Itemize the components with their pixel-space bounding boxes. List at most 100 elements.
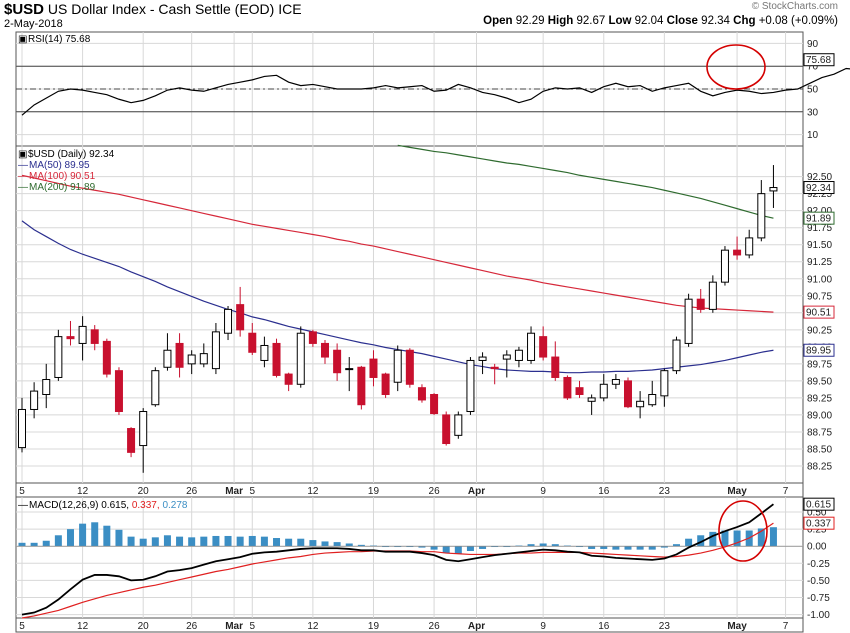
- chg-value: +0.08 (+0.09%): [758, 15, 838, 27]
- candle-body: [211, 331, 220, 370]
- macd-histogram-bar: [454, 546, 462, 554]
- candle-body: [248, 332, 257, 353]
- price-tick-label: 92.25: [807, 189, 832, 200]
- price-tick-label: 92.50: [807, 172, 832, 183]
- macd-histogram-bar: [30, 542, 38, 547]
- candle-body: [624, 380, 632, 408]
- ma-legend-swatch: —: [18, 171, 28, 182]
- macd-histogram-bar: [224, 535, 232, 547]
- low-value: 92.04: [634, 15, 664, 27]
- date-tick-label: Mar: [225, 486, 243, 497]
- date-tick-label: May: [727, 621, 747, 632]
- macd-histogram-bar: [212, 535, 220, 547]
- candle-body: [648, 393, 657, 406]
- rsi-annotation-circle: [706, 44, 766, 90]
- candle-body: [163, 349, 172, 368]
- ma-legend-0: MA(50) 89.95: [29, 160, 90, 171]
- candle-body: [66, 336, 75, 340]
- candle-body: [405, 349, 414, 385]
- date-tick-label: 5: [249, 486, 255, 497]
- candle-body: [357, 366, 366, 406]
- candle-body: [551, 356, 560, 378]
- rsi-legend-swatch: ▣: [18, 34, 27, 45]
- date-tick-label: 23: [659, 621, 671, 632]
- macd-line: [21, 503, 774, 616]
- macd-histogram-bar: [672, 544, 680, 547]
- date-tick-label: 19: [368, 486, 380, 497]
- candle-body: [199, 353, 208, 365]
- close-label: Close: [666, 15, 698, 27]
- close-value: 92.34: [701, 15, 730, 27]
- macd-histogram-bar: [479, 546, 487, 549]
- candle-body: [514, 349, 523, 361]
- macd-panel-frame: [15, 496, 804, 619]
- high-value: 92.67: [576, 15, 606, 27]
- ma-line-ma100: [21, 174, 774, 313]
- open-label: Open: [483, 15, 513, 27]
- date-tick-label: 5: [249, 621, 255, 632]
- macd-tick-label: -0.50: [807, 576, 830, 587]
- price-tick-label: 88.50: [807, 444, 832, 455]
- price-tick-label: 89.50: [807, 376, 832, 387]
- macd-histogram-bar: [660, 546, 668, 548]
- date-tick-label: 19: [368, 621, 380, 632]
- macd-histogram-bar: [685, 538, 693, 547]
- date-tick-label: 26: [429, 621, 441, 632]
- macd-histogram-bar: [588, 546, 596, 549]
- candle-body: [54, 336, 63, 378]
- macd-histogram-bar: [321, 541, 329, 547]
- candle-body: [284, 373, 293, 385]
- macd-tick-label: 0.50: [807, 508, 827, 519]
- date-tick-label: 7: [783, 621, 789, 632]
- rsi-tick-label: 50: [807, 85, 819, 96]
- macd-histogram-bar: [163, 535, 171, 547]
- date-tick-label: 9: [540, 621, 546, 632]
- date-tick-label: 26: [186, 621, 198, 632]
- macd-annotation-circle: [718, 500, 768, 562]
- ma50-last-value-tag: 89.95: [806, 346, 831, 357]
- macd-histogram-bar: [527, 544, 535, 547]
- date-tick-label: Apr: [468, 486, 485, 497]
- candle-body: [696, 298, 705, 310]
- candle-body: [127, 428, 136, 453]
- price-tick-label: 88.25: [807, 461, 832, 472]
- rsi-line: [21, 67, 850, 116]
- macd-histogram-bar: [248, 535, 256, 547]
- candle-body: [720, 249, 729, 283]
- macd-histogram-bar: [382, 546, 390, 548]
- candle-body: [18, 408, 26, 449]
- macd-histogram-bar: [418, 546, 426, 548]
- price-last-value-tag-box: [803, 181, 835, 195]
- date-tick-label: 26: [429, 486, 441, 497]
- candle-body: [308, 331, 317, 344]
- macd-histogram-bar: [297, 538, 305, 547]
- price-last-value-tag: 92.34: [806, 183, 831, 194]
- price-tick-label: 91.50: [807, 240, 832, 251]
- macd-histogram-bar: [733, 530, 741, 547]
- candle-body: [187, 354, 196, 365]
- date-tick-label: 12: [77, 621, 89, 632]
- ma100-last-value-tag: 90.51: [806, 308, 831, 319]
- low-label: Low: [608, 15, 632, 27]
- candle-body: [636, 400, 645, 408]
- candle-body: [708, 281, 717, 310]
- price-tick-label: 91.25: [807, 257, 832, 268]
- candle-body: [30, 390, 39, 410]
- date-tick-label: 20: [138, 621, 150, 632]
- date-tick-label: 23: [659, 486, 671, 497]
- date-tick-label: 12: [77, 486, 89, 497]
- candle-body: [175, 342, 184, 368]
- macd-legend-swatch: —: [18, 500, 28, 511]
- candle-body: [345, 368, 354, 371]
- price-legend-swatch: ▣: [18, 149, 27, 160]
- open-value: 92.29: [515, 15, 545, 27]
- macd-tick-label: 0.00: [807, 542, 827, 553]
- macd-histogram-bar: [539, 543, 547, 547]
- macd-histogram-bar: [285, 538, 293, 547]
- ma200-last-value-tag-box: [803, 211, 835, 225]
- macd-histogram-bar: [551, 544, 559, 547]
- date-tick-label: 5: [19, 486, 25, 497]
- macd-histogram-bar: [600, 546, 608, 549]
- candle-body: [466, 359, 475, 413]
